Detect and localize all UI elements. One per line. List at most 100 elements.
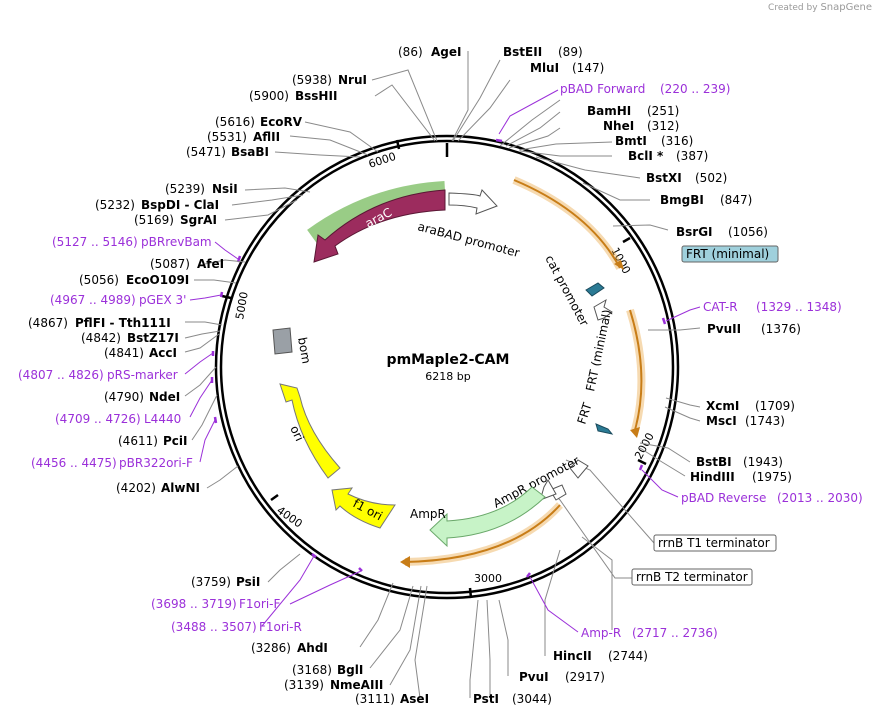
site-pos: (5938) xyxy=(292,73,332,87)
tick-5000 xyxy=(221,294,232,300)
primer-name[interactable]: Amp-R xyxy=(581,626,621,640)
site-name[interactable]: AhdI xyxy=(297,641,328,655)
primer-range: (1329 .. 1348) xyxy=(756,300,842,314)
rrnB-T2-terminator-box[interactable] xyxy=(631,568,753,586)
site-name[interactable]: HindIII xyxy=(690,470,735,484)
tick-3000 xyxy=(468,587,473,599)
site-name[interactable]: BsrGI xyxy=(676,225,713,239)
frt-arrow[interactable] xyxy=(595,423,614,435)
site-name[interactable]: NsiI xyxy=(212,182,238,196)
araBAD-promoter-arrow[interactable] xyxy=(448,189,498,215)
site-name[interactable]: PflFI - Tth111I xyxy=(75,316,171,330)
araBAD-promoter-label: araBAD promoter xyxy=(416,219,521,260)
credit-prefix: Created by xyxy=(768,3,818,13)
site-name[interactable]: SgrAI xyxy=(180,213,217,227)
tick-label-3000: 3000 xyxy=(474,572,502,585)
site-name[interactable]: BstXI xyxy=(646,171,682,185)
site-name[interactable]: PvuI xyxy=(519,670,549,684)
site-name[interactable]: PsiI xyxy=(236,575,260,589)
site-pos: (5169) xyxy=(134,213,174,227)
site-name[interactable]: BmgBI xyxy=(660,193,704,207)
site-pos: (2744) xyxy=(608,649,648,663)
site-name[interactable]: XcmI xyxy=(706,399,739,413)
f1-ori-arrow[interactable] xyxy=(331,487,396,529)
cds-right-arc[interactable] xyxy=(629,309,643,431)
primer-range: (4709 .. 4726) xyxy=(55,412,141,426)
frt-minimal-arrow[interactable] xyxy=(585,282,605,297)
primer-name[interactable]: pGEX 3' xyxy=(139,293,186,307)
site-pos: (86) xyxy=(398,45,423,59)
site-name[interactable]: NmeAIII xyxy=(330,678,383,692)
site-name[interactable]: BssHII xyxy=(295,89,337,103)
site-name[interactable]: BsaBI xyxy=(231,145,269,159)
site-name[interactable]: AseI xyxy=(400,692,429,706)
site-name[interactable]: BspDI - ClaI xyxy=(141,198,219,212)
site-pos: (5239) xyxy=(165,182,205,196)
primer-name[interactable]: pBAD Forward xyxy=(560,82,645,96)
araC-arrow[interactable] xyxy=(313,189,446,263)
site-name[interactable]: AfeI xyxy=(197,257,224,271)
bom-box[interactable] xyxy=(272,327,293,355)
primer-name[interactable]: F1ori-F xyxy=(239,597,280,611)
site-name[interactable]: EcoO109I xyxy=(126,273,189,287)
rrnB-T1-terminator-mark[interactable] xyxy=(569,459,589,479)
site-pos: (5056) xyxy=(79,273,119,287)
primer-name[interactable]: pBRrevBam xyxy=(141,235,212,249)
site-name[interactable]: BamHI xyxy=(587,104,631,118)
site-name[interactable]: EcoRV xyxy=(260,115,303,129)
site-name[interactable]: NdeI xyxy=(149,390,180,404)
site-pos: (316) xyxy=(661,134,693,148)
site-pos: (5471) xyxy=(186,145,226,159)
ruler-ticks xyxy=(221,139,647,599)
site-name[interactable]: BstEII xyxy=(503,45,542,59)
site-name[interactable]: NruI xyxy=(338,73,367,87)
primer-name[interactable]: pBR322ori-F xyxy=(119,456,193,470)
site-name[interactable]: BglI xyxy=(337,663,363,677)
rrnB-T1-terminator-box[interactable] xyxy=(653,534,777,552)
site-name[interactable]: AlwNI xyxy=(161,481,200,495)
primer-name[interactable]: pBAD Reverse xyxy=(681,491,766,505)
site-pos: (4841) xyxy=(104,346,144,360)
site-name[interactable]: MluI xyxy=(530,61,559,75)
cat-promoter-arrow[interactable] xyxy=(593,298,613,321)
primer-name[interactable]: pRS-marker xyxy=(107,368,178,382)
site-name[interactable]: HincII xyxy=(553,649,592,663)
site-pos: (2917) xyxy=(565,670,605,684)
primer-name[interactable]: CAT-R xyxy=(703,300,738,314)
plasmid-center-label: pmMaple2-CAM 6218 bp xyxy=(368,352,528,383)
AmpR-promoter-arrow[interactable] xyxy=(539,478,557,501)
primer-name[interactable]: L4440 xyxy=(144,412,181,426)
site-name[interactable]: MscI xyxy=(706,414,737,428)
site-pos: (312) xyxy=(647,119,679,133)
site-name[interactable]: BstZ17I xyxy=(127,331,179,345)
AmpR-arrow[interactable] xyxy=(429,486,546,548)
site-name[interactable]: BmtI xyxy=(615,134,647,148)
site-name[interactable]: PstI xyxy=(473,692,499,706)
frt-minimal-box[interactable] xyxy=(681,245,779,263)
site-name[interactable]: NheI xyxy=(603,119,634,133)
site-pos: (3111) xyxy=(355,692,395,706)
site-pos: (1056) xyxy=(728,225,768,239)
site-pos: (4611) xyxy=(118,434,158,448)
site-pos: (5531) xyxy=(207,130,247,144)
rrnB-T1-terminator-label: rrnB T1 terminator xyxy=(658,536,770,550)
site-name[interactable]: AccI xyxy=(149,346,177,360)
tick-1000 xyxy=(622,236,631,244)
rrnB-T2-terminator-mark[interactable] xyxy=(549,484,567,501)
frt-minimal-box-label: FRT (minimal) xyxy=(686,247,769,261)
ori-arrow[interactable] xyxy=(279,383,341,479)
plasmid-length: 6218 bp xyxy=(425,370,471,383)
site-pos: (89) xyxy=(558,45,583,59)
primer-name[interactable]: F1ori-R xyxy=(259,620,302,634)
site-name[interactable]: AflII xyxy=(253,130,280,144)
site-name[interactable]: PvuII xyxy=(707,322,741,336)
site-name[interactable]: PciI xyxy=(163,434,188,448)
site-name[interactable]: AgeI xyxy=(431,45,461,59)
site-name[interactable]: BstBI xyxy=(696,455,732,469)
site-labels-left: (5938) NruI (5900) BssHII (5616) EcoRV (… xyxy=(18,73,383,692)
site-pos: (5616) xyxy=(215,115,255,129)
cat-arrowhead xyxy=(614,260,624,270)
site-name[interactable]: BclI * xyxy=(628,149,664,163)
cat-arc[interactable] xyxy=(513,179,621,269)
ori-label: ori xyxy=(287,423,306,443)
